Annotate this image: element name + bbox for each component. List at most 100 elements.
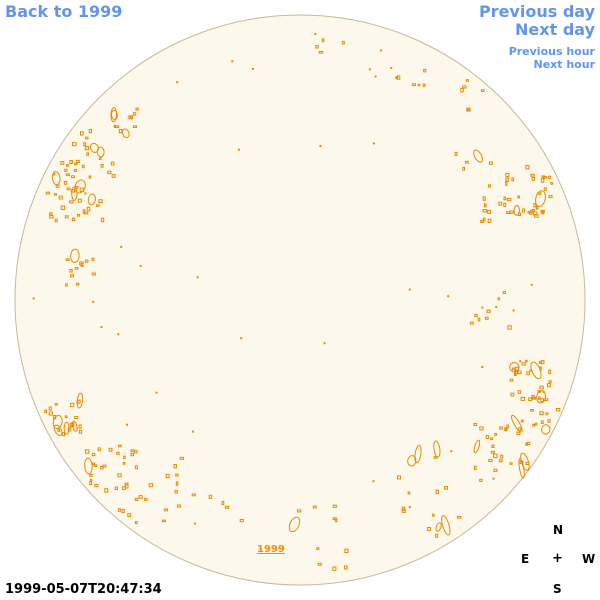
active-region-contour <box>486 309 491 313</box>
compass-north-label: N <box>553 523 564 537</box>
active-region-contour <box>397 475 401 480</box>
active-region-contour <box>525 165 530 170</box>
active-region-contour <box>54 193 57 196</box>
active-region-contour <box>98 199 103 204</box>
active-region-contour <box>84 146 90 151</box>
active-region-contour <box>110 161 115 166</box>
active-region-contour <box>175 473 179 477</box>
active-region-contour <box>547 383 551 388</box>
active-region-contour <box>527 210 531 214</box>
next-hour-link[interactable]: Next hour <box>533 58 596 71</box>
active-region-contour <box>544 398 549 402</box>
active-region-contour <box>396 75 401 80</box>
active-region-contour <box>53 424 63 436</box>
active-region-contour <box>84 136 89 140</box>
active-region-contour <box>129 115 134 119</box>
active-region-contour <box>76 159 80 164</box>
active-region-contour <box>100 164 104 168</box>
active-region-contour <box>460 88 464 93</box>
active-region-contour <box>144 498 148 501</box>
active-region-contour <box>74 186 79 189</box>
active-region-contour <box>411 83 416 87</box>
active-region-contour <box>540 420 544 424</box>
active-region-contour <box>65 283 68 287</box>
active-region-dot <box>32 297 35 300</box>
active-region-dot <box>100 326 103 328</box>
active-region-contour <box>316 547 320 550</box>
active-region-contour <box>91 452 96 457</box>
active-region-contour <box>49 212 53 216</box>
compass-south-label: S <box>553 582 562 596</box>
active-region-contour <box>74 416 79 419</box>
active-region-contour <box>84 259 89 263</box>
active-region-contour <box>315 45 319 49</box>
active-region-contour <box>74 179 86 194</box>
active-region-contour <box>344 548 349 554</box>
active-region-contour <box>473 423 477 426</box>
active-region-contour <box>84 457 93 475</box>
active-region-contour <box>96 204 100 207</box>
active-region-contour <box>484 316 489 320</box>
active-region-contour <box>526 371 530 376</box>
previous-hour-link[interactable]: Previous hour <box>508 45 595 58</box>
active-region-dot <box>512 309 515 312</box>
active-region-contour <box>539 411 544 416</box>
active-region-contour <box>540 398 544 403</box>
active-region-contour <box>432 513 435 517</box>
active-region-contour <box>65 173 70 177</box>
active-region-contour <box>548 380 552 384</box>
active-region-contour <box>423 68 427 73</box>
previous-day-link[interactable]: Previous day <box>478 2 595 21</box>
active-region-contour <box>78 429 83 434</box>
active-region-contour <box>66 187 71 191</box>
active-region-contour <box>87 193 96 206</box>
active-region-contour <box>312 505 317 509</box>
active-region-contour <box>51 171 61 186</box>
active-region-contour <box>69 269 73 273</box>
active-region-contour <box>174 489 178 494</box>
active-region-contour <box>540 209 545 213</box>
active-region-contour <box>296 509 302 513</box>
active-region-contour <box>70 189 76 193</box>
active-region-contour <box>417 83 421 87</box>
active-region-contour <box>89 142 99 153</box>
active-region-contour <box>118 444 122 448</box>
year-link[interactable]: 1999 <box>257 544 285 555</box>
active-region-contour <box>69 200 74 204</box>
active-region-contour <box>541 360 545 365</box>
active-region-contour <box>76 213 81 217</box>
active-region-contour <box>161 519 166 523</box>
active-region-contour <box>548 369 552 374</box>
active-region-contour <box>547 419 551 423</box>
active-region-contour <box>73 168 77 172</box>
active-region-contour <box>473 439 481 454</box>
active-region-contour <box>60 205 66 210</box>
active-region-dot <box>192 430 194 433</box>
active-region-contour <box>407 491 411 495</box>
solar-disk <box>14 14 586 586</box>
active-region-dot <box>252 67 254 70</box>
active-region-contour <box>114 486 118 490</box>
active-region-contour <box>118 129 123 134</box>
active-region-dot <box>126 423 128 426</box>
active-region-contour <box>509 462 513 465</box>
active-region-contour <box>513 205 521 216</box>
active-region-contour <box>503 202 507 208</box>
active-region-contour <box>509 210 514 214</box>
active-region-contour <box>121 509 125 514</box>
active-region-contour <box>493 453 498 459</box>
active-region-dot <box>380 49 383 52</box>
active-region-contour <box>72 142 77 147</box>
compass-west-label: W <box>582 552 596 566</box>
active-region-contour <box>91 257 95 261</box>
active-region-contour <box>507 325 512 330</box>
active-region-contour <box>332 504 337 508</box>
active-region-dot <box>368 68 371 71</box>
active-region-contour <box>108 447 113 452</box>
active-region-contour <box>482 196 486 201</box>
back-to-year-link[interactable]: Back to 1999 <box>5 2 123 21</box>
active-region-contour <box>102 464 107 468</box>
active-region-contour <box>498 459 503 463</box>
next-day-link[interactable]: Next day <box>515 20 595 39</box>
active-region-contour <box>82 209 86 214</box>
